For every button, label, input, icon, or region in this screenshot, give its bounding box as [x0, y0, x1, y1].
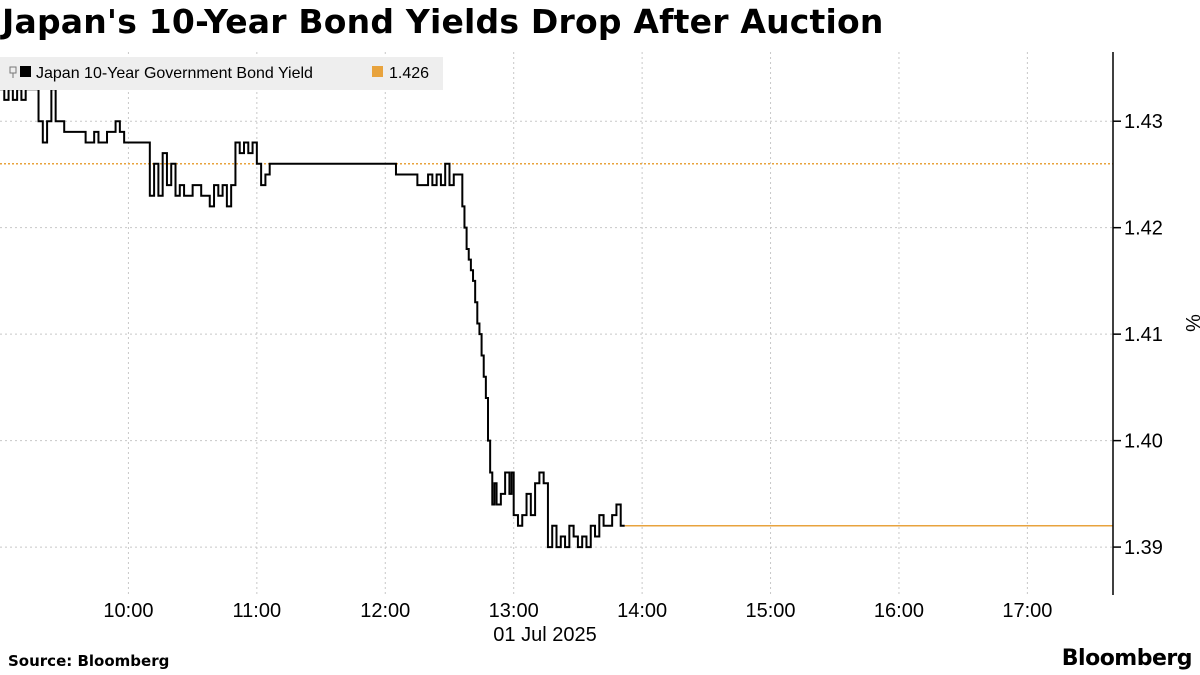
y-tick-label-4: 1.43: [1124, 111, 1163, 133]
x-tick-label-7: 17:00: [1002, 600, 1052, 622]
x-tick-label-2: 12:00: [360, 600, 410, 622]
x-axis-label: 01 Jul 2025: [493, 624, 596, 646]
source-note: Source: Bloomberg: [8, 652, 170, 670]
y-tick-label-1: 1.40: [1124, 431, 1163, 453]
series-line-japan-10y: [0, 88, 625, 549]
x-tick-label-5: 15:00: [746, 600, 796, 622]
brand-logo: Bloomberg: [1061, 646, 1193, 671]
x-tick-label-6: 16:00: [874, 600, 924, 622]
y-tick-label-0: 1.39: [1124, 537, 1163, 559]
y-axis-ticks: 1.39 1.40 1.41 1.42 1.43: [1113, 111, 1163, 559]
x-tick-label-3: 13:00: [489, 600, 539, 622]
legend-toggle-icon[interactable]: [9, 66, 17, 78]
legend-series-name: Japan 10-Year Government Bond Yield: [36, 65, 313, 82]
x-tick-label-0: 10:00: [103, 600, 153, 622]
x-axis-ticks: 10:00 11:00 12:00 13:00 14:00 15:00 16:00 17:00: [103, 600, 1052, 622]
y-tick-label-2: 1.41: [1124, 324, 1163, 346]
legend: Japan 10-Year Government Bond Yield 1.42…: [0, 57, 443, 90]
grid-lines: [0, 52, 1113, 595]
x-tick-label-1: 11:00: [233, 600, 282, 622]
y-axis-label: %: [1181, 314, 1200, 332]
legend-swatch-last-value: [372, 66, 383, 77]
x-tick-label-4: 14:00: [617, 600, 667, 622]
legend-swatch-series: [20, 66, 31, 77]
chart-title: Japan's 10-Year Bond Yields Drop After A…: [2, 2, 884, 41]
legend-last-value: 1.426: [389, 65, 429, 82]
y-tick-label-3: 1.42: [1124, 218, 1163, 240]
